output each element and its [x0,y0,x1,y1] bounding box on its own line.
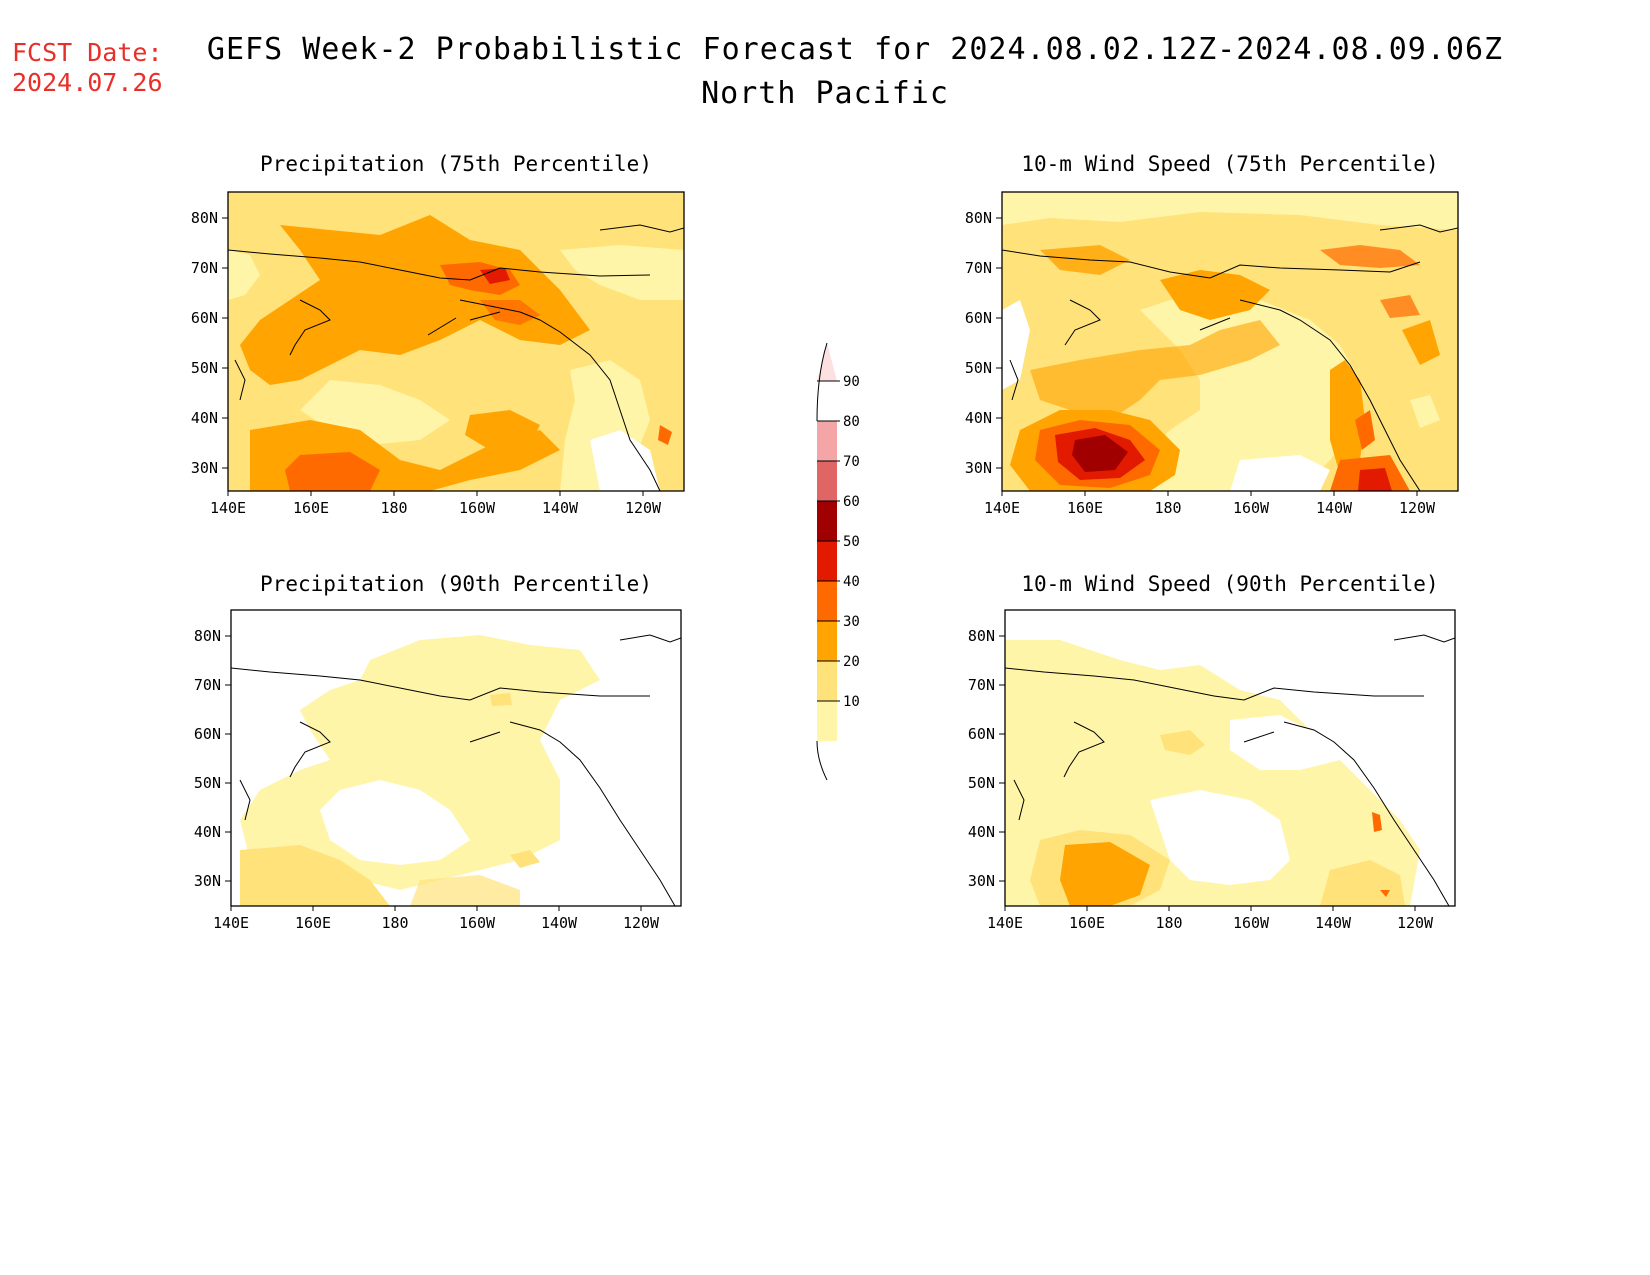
lon-label: 160W [1233,914,1270,932]
lon-label: 180 [1154,499,1181,517]
lat-label: 60N [965,309,992,327]
lon-label: 140E [987,914,1023,932]
lat-label: 50N [965,359,992,377]
lon-label: 160W [1233,499,1270,517]
colorbar-label: 40 [843,574,860,590]
lat-label: 50N [194,774,221,792]
lon-label: 140E [213,914,249,932]
lat-label: 80N [191,209,218,227]
lon-label: 140W [541,914,578,932]
colorbar: 10 20 30 40 50 60 70 80 90 [816,342,860,781]
map-precip90 [231,610,681,906]
main-title: GEFS Week-2 Probabilistic Forecast for 2… [206,32,1504,67]
colorbar-swatch-30-40 [817,621,837,661]
colorbar-label: 10 [843,694,860,710]
colorbar-swatch-20-30 [817,661,837,701]
region-title: North Pacific [701,76,949,111]
lat-label: 80N [965,209,992,227]
lat-label: 70N [191,259,218,277]
lon-label: 160E [295,914,331,932]
lon-label: 120W [625,499,662,517]
frame-precip75 [227,191,685,492]
lon-label: 120W [1397,914,1434,932]
lat-labels-precip75: 80N 70N 60N 50N 40N 30N [191,209,218,477]
lon-labels-wind75: 140E 160E 180 160W 140W 120W [984,499,1436,517]
colorbar-swatch-90-plus [817,343,837,381]
lat-label: 60N [968,725,995,743]
lat-labels-wind90: 80N 70N 60N 50N 40N 30N [968,627,995,890]
lat-label: 80N [968,627,995,645]
panel-title-wind90: 10-m Wind Speed (90th Percentile) [1021,572,1439,596]
lon-label: 160E [1067,499,1103,517]
colorbar-label: 90 [843,374,860,390]
colorbar-label: 30 [843,614,860,630]
lon-label: 180 [1155,914,1182,932]
colorbar-label: 50 [843,534,860,550]
lon-label: 160W [459,914,496,932]
lat-label: 70N [968,676,995,694]
lat-label: 60N [191,309,218,327]
lon-label: 160E [1069,914,1105,932]
axes-precip90 [225,635,642,911]
fcst-date-caption: FCST Date: [12,38,163,67]
colorbar-label: 20 [843,654,860,670]
lon-labels-precip75: 140E 160E 180 160W 140W 120W [210,499,662,517]
panel-title-precip90: Precipitation (90th Percentile) [260,572,652,596]
colorbar-swatch-50-60 [817,541,837,581]
lat-label: 40N [965,409,992,427]
lat-label: 30N [191,459,218,477]
lat-label: 80N [194,627,221,645]
colorbar-swatch-40-50 [817,581,837,621]
lon-labels-precip90: 140E 160E 180 160W 140W 120W [213,914,660,932]
lon-label: 140W [1316,499,1353,517]
colorbar-label: 60 [843,494,860,510]
panel-title-wind75: 10-m Wind Speed (75th Percentile) [1021,152,1439,176]
lon-labels-wind90: 140E 160E 180 160W 140W 120W [987,914,1434,932]
lon-label: 180 [381,914,408,932]
lat-label: 50N [968,774,995,792]
fcst-date-value: 2024.07.26 [12,68,163,97]
lon-label: 120W [1399,499,1436,517]
lat-label: 30N [968,872,995,890]
lon-label: 120W [623,914,660,932]
axes-wind90 [999,635,1416,911]
colorbar-label: 70 [843,454,860,470]
lon-label: 140E [984,499,1020,517]
colorbar-swatch-80-90 [817,421,837,461]
lat-label: 40N [194,823,221,841]
lat-labels-wind75: 80N 70N 60N 50N 40N 30N [965,209,992,477]
colorbar-swatch-70-80 [817,461,837,501]
axes-wind75 [996,217,1418,496]
map-wind75 [1002,192,1458,491]
axes-precip75 [222,217,644,496]
lon-label: 160E [293,499,329,517]
lat-label: 30N [194,872,221,890]
forecast-date-label: FCST Date: 2024.07.26 [12,38,163,98]
colorbar-swatch-10-20 [817,701,837,741]
lat-label: 70N [194,676,221,694]
map-wind90 [1005,610,1455,906]
panel-title-precip75: Precipitation (75th Percentile) [260,152,652,176]
lat-label: 40N [968,823,995,841]
colorbar-swatch-60-70 [817,501,837,541]
lat-label: 40N [191,409,218,427]
colorbar-label: 80 [843,414,860,430]
frame-wind75 [1001,191,1459,492]
frame-wind90 [1004,609,1456,907]
lon-label: 140E [210,499,246,517]
lat-labels-precip90: 80N 70N 60N 50N 40N 30N [194,627,221,890]
lat-label: 60N [194,725,221,743]
lon-label: 140W [1315,914,1352,932]
lat-label: 50N [191,359,218,377]
lon-label: 140W [542,499,579,517]
map-precip75 [228,192,684,491]
coastlines [228,224,1458,906]
lat-label: 30N [965,459,992,477]
lat-label: 70N [965,259,992,277]
lon-label: 160W [459,499,496,517]
frame-precip90 [230,609,682,907]
lon-label: 180 [380,499,407,517]
